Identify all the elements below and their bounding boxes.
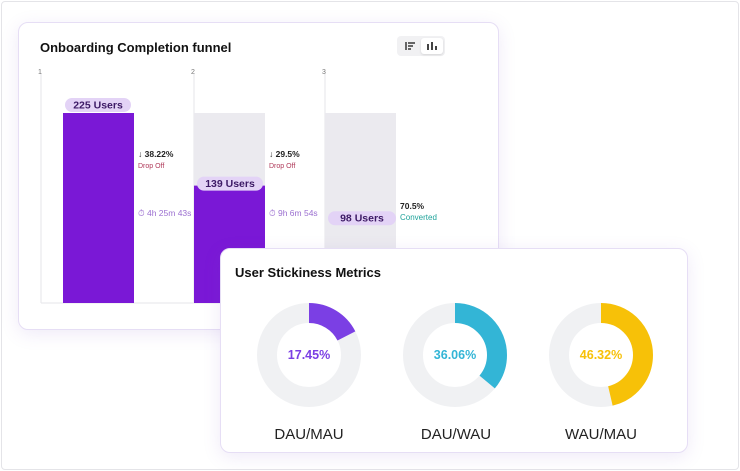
donut-value-label: 36.06% xyxy=(434,348,476,362)
funnel-value-label: 98 Users xyxy=(340,213,384,225)
funnel-time: ⏱ 9h 6m 54s xyxy=(269,208,318,218)
funnel-step-number: 3 xyxy=(322,69,326,76)
stickiness-metrics-card: User Stickiness Metrics 17.45% 36.06% 46.3… xyxy=(220,248,688,453)
metric-label-dau-mau: DAU/MAU xyxy=(274,426,344,443)
funnel-title: Onboarding Completion funnel xyxy=(40,40,232,55)
funnel-drop-pct: ↓ 29.5% xyxy=(269,149,300,159)
funnel-value-label: 139 Users xyxy=(205,178,255,190)
donut-segment xyxy=(549,303,653,407)
funnel-value-pill xyxy=(65,98,131,112)
funnel-drop-label: Drop Off xyxy=(138,163,164,170)
funnel-step-number: 1 xyxy=(38,69,42,76)
donut-segment xyxy=(403,303,507,407)
metric-label-wau-mau: WAU/MAU xyxy=(565,426,637,443)
bar-chart-view-button[interactable] xyxy=(421,38,443,54)
funnel-step-number: 2 xyxy=(191,69,195,76)
list-view-button[interactable] xyxy=(399,38,421,54)
donut-value-label: 46.32% xyxy=(580,348,622,362)
funnel-time: ⏱ 4h 25m 43s xyxy=(138,208,191,218)
funnel-converted-label: Converted xyxy=(400,213,437,222)
donut-value-label: 17.45% xyxy=(288,348,330,362)
funnel-drop-label: Drop Off xyxy=(269,163,295,170)
donut-segment xyxy=(257,303,361,407)
stickiness-title: User Stickiness Metrics xyxy=(235,265,381,280)
funnel-converted-pct: 70.5% xyxy=(400,201,425,211)
funnel-value-label: 225 Users xyxy=(73,100,123,112)
stickiness-donuts: 17.45% 36.06% 46.32% xyxy=(257,303,653,407)
funnel-value-pill xyxy=(197,176,263,191)
bar-chart-icon xyxy=(427,42,437,50)
funnel-value-pill xyxy=(328,211,396,226)
funnel-drop-pct: ↓ 38.22% xyxy=(138,149,174,159)
view-toggle[interactable] xyxy=(397,36,445,56)
metric-label-dau-wau: DAU/WAU xyxy=(420,426,492,443)
list-view-icon xyxy=(405,42,415,50)
funnel-bar xyxy=(63,113,134,303)
